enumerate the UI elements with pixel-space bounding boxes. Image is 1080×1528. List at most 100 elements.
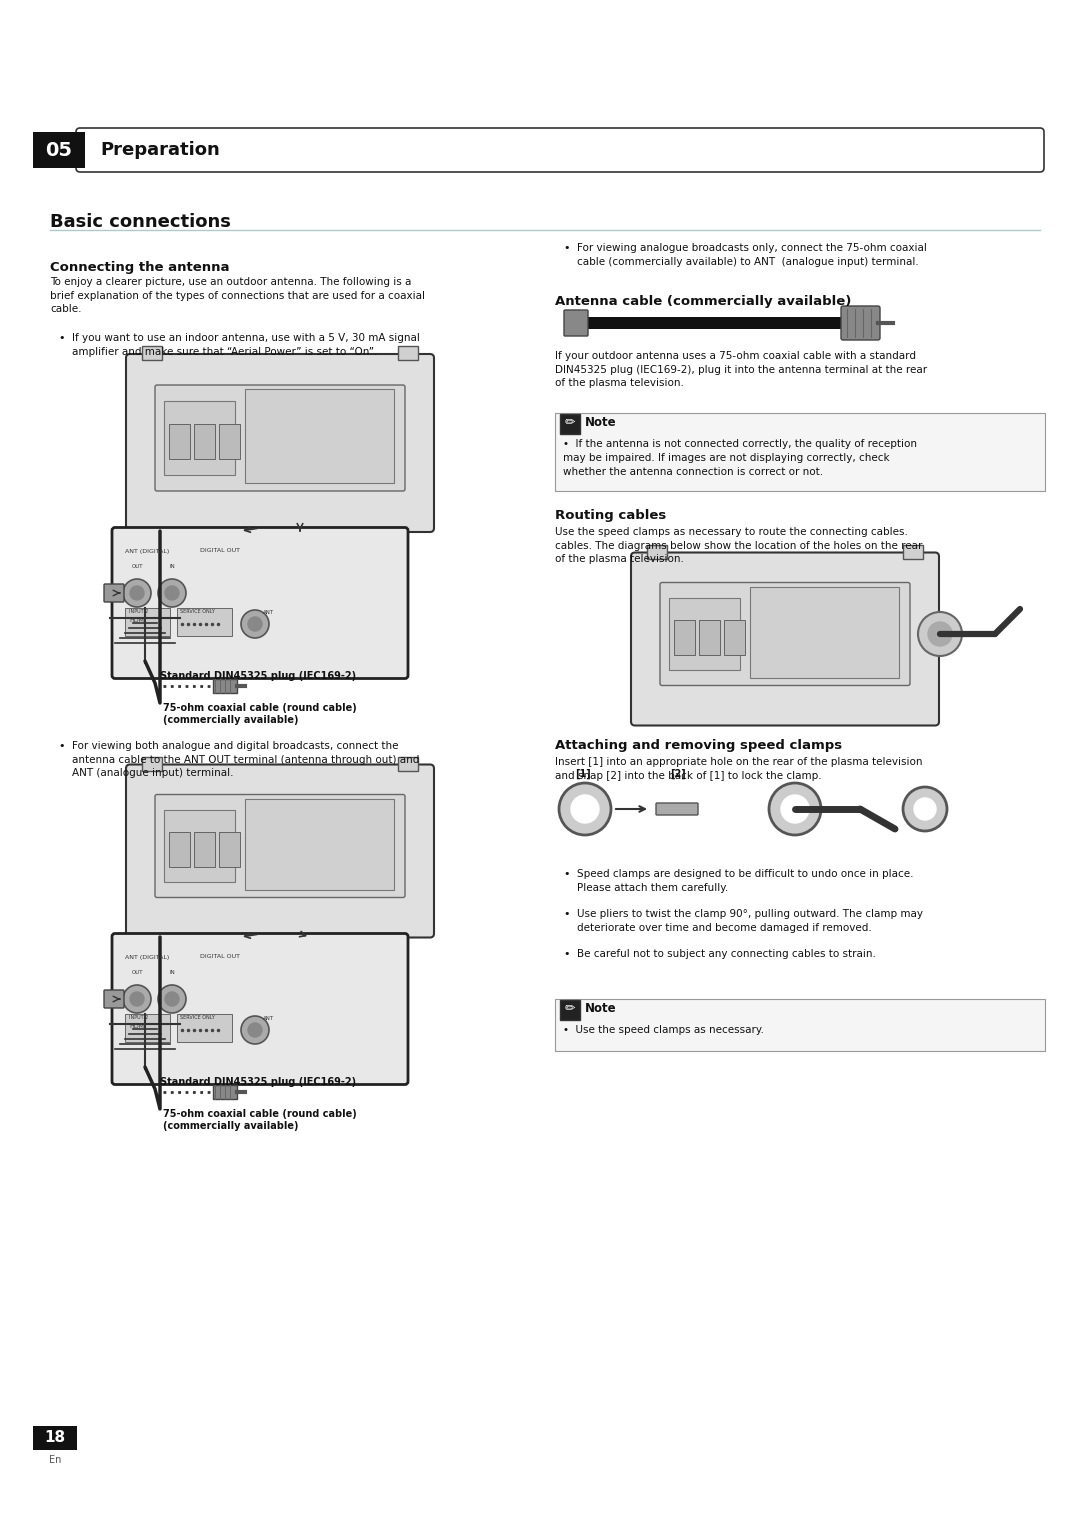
FancyBboxPatch shape bbox=[561, 999, 580, 1021]
FancyBboxPatch shape bbox=[660, 582, 910, 686]
FancyBboxPatch shape bbox=[104, 990, 124, 1008]
Text: Standard DIN45325 plug (IEC169-2): Standard DIN45325 plug (IEC169-2) bbox=[160, 1077, 356, 1086]
Circle shape bbox=[158, 986, 186, 1013]
Text: •  Use the speed clamps as necessary.: • Use the speed clamps as necessary. bbox=[563, 1025, 764, 1034]
Circle shape bbox=[248, 1024, 262, 1038]
FancyBboxPatch shape bbox=[585, 316, 845, 329]
Text: [2]: [2] bbox=[670, 769, 686, 779]
Text: •: • bbox=[563, 909, 569, 918]
Text: ANT (DIGITAL): ANT (DIGITAL) bbox=[125, 955, 170, 960]
FancyBboxPatch shape bbox=[724, 620, 745, 656]
Text: 18: 18 bbox=[44, 1430, 66, 1445]
Circle shape bbox=[241, 610, 269, 639]
Text: If you want to use an indoor antenna, use with a 5 V, 30 mA signal
amplifier and: If you want to use an indoor antenna, us… bbox=[72, 333, 420, 356]
FancyBboxPatch shape bbox=[213, 1085, 237, 1099]
Circle shape bbox=[123, 986, 151, 1013]
Text: En: En bbox=[49, 1455, 62, 1465]
FancyBboxPatch shape bbox=[104, 584, 124, 602]
Text: To enjoy a clearer picture, use an outdoor antenna. The following is a
brief exp: To enjoy a clearer picture, use an outdo… bbox=[50, 277, 426, 315]
Bar bbox=[33, 1426, 77, 1450]
FancyBboxPatch shape bbox=[213, 678, 237, 694]
Circle shape bbox=[914, 798, 936, 821]
Text: INPUT 2: INPUT 2 bbox=[129, 1015, 148, 1021]
Text: ✏: ✏ bbox=[565, 417, 576, 429]
FancyBboxPatch shape bbox=[177, 1015, 232, 1042]
FancyBboxPatch shape bbox=[156, 385, 405, 490]
FancyBboxPatch shape bbox=[177, 608, 232, 636]
FancyBboxPatch shape bbox=[555, 413, 1045, 490]
FancyBboxPatch shape bbox=[164, 810, 234, 882]
Circle shape bbox=[248, 617, 262, 631]
Text: ✏: ✏ bbox=[565, 1002, 576, 1016]
Circle shape bbox=[571, 795, 599, 824]
FancyBboxPatch shape bbox=[841, 306, 880, 341]
Text: Standard DIN45325 plug (IEC169-2): Standard DIN45325 plug (IEC169-2) bbox=[160, 671, 356, 681]
Text: DIGITAL OUT: DIGITAL OUT bbox=[200, 955, 240, 960]
FancyBboxPatch shape bbox=[561, 414, 580, 434]
FancyBboxPatch shape bbox=[126, 354, 434, 532]
FancyBboxPatch shape bbox=[219, 833, 240, 866]
FancyBboxPatch shape bbox=[194, 423, 215, 460]
Text: Insert [1] into an appropriate hole on the rear of the plasma television
and sna: Insert [1] into an appropriate hole on t… bbox=[555, 756, 922, 781]
FancyBboxPatch shape bbox=[168, 423, 190, 460]
FancyBboxPatch shape bbox=[555, 999, 1045, 1051]
FancyBboxPatch shape bbox=[903, 544, 923, 559]
Circle shape bbox=[241, 1016, 269, 1044]
Text: OUT: OUT bbox=[132, 564, 143, 570]
Text: DIGITAL OUT: DIGITAL OUT bbox=[200, 549, 240, 553]
FancyBboxPatch shape bbox=[631, 553, 939, 726]
Circle shape bbox=[781, 795, 809, 824]
Text: OUT: OUT bbox=[132, 970, 143, 975]
Text: Note: Note bbox=[585, 1002, 617, 1016]
Text: •: • bbox=[563, 243, 569, 254]
Text: •: • bbox=[563, 949, 569, 960]
Text: Routing cables: Routing cables bbox=[555, 509, 666, 523]
FancyBboxPatch shape bbox=[112, 934, 408, 1085]
FancyBboxPatch shape bbox=[245, 390, 394, 483]
Bar bbox=[33, 131, 85, 168]
Text: Connecting the antenna: Connecting the antenna bbox=[50, 261, 229, 274]
Text: ANT (DIGITAL): ANT (DIGITAL) bbox=[125, 549, 170, 553]
FancyBboxPatch shape bbox=[656, 804, 698, 814]
FancyBboxPatch shape bbox=[219, 423, 240, 460]
Circle shape bbox=[158, 579, 186, 607]
Circle shape bbox=[165, 992, 179, 1005]
Circle shape bbox=[130, 992, 144, 1005]
Text: SERVICE ONLY: SERVICE ONLY bbox=[180, 610, 215, 614]
FancyBboxPatch shape bbox=[674, 620, 694, 656]
Text: [1]: [1] bbox=[575, 769, 591, 779]
Text: Be careful not to subject any connecting cables to strain.: Be careful not to subject any connecting… bbox=[577, 949, 876, 960]
FancyBboxPatch shape bbox=[164, 402, 234, 475]
Circle shape bbox=[165, 587, 179, 601]
Text: Preparation: Preparation bbox=[100, 141, 219, 159]
Text: IN: IN bbox=[170, 564, 175, 570]
FancyBboxPatch shape bbox=[194, 833, 215, 866]
Text: Use the speed clamps as necessary to route the connecting cables.
cables. The di: Use the speed clamps as necessary to rou… bbox=[555, 527, 922, 564]
Text: INPUT 2: INPUT 2 bbox=[129, 610, 148, 614]
Text: If your outdoor antenna uses a 75-ohm coaxial cable with a standard
DIN45325 plu: If your outdoor antenna uses a 75-ohm co… bbox=[555, 351, 927, 388]
FancyBboxPatch shape bbox=[125, 608, 170, 636]
Text: Basic connections: Basic connections bbox=[50, 212, 231, 231]
Circle shape bbox=[559, 782, 611, 834]
FancyBboxPatch shape bbox=[669, 599, 740, 669]
Circle shape bbox=[903, 787, 947, 831]
Text: Use pliers to twist the clamp 90°, pulling outward. The clamp may
deteriorate ov: Use pliers to twist the clamp 90°, pulli… bbox=[577, 909, 923, 932]
FancyBboxPatch shape bbox=[647, 544, 667, 559]
FancyBboxPatch shape bbox=[76, 128, 1044, 173]
FancyBboxPatch shape bbox=[399, 756, 418, 770]
Text: •: • bbox=[563, 869, 569, 879]
FancyBboxPatch shape bbox=[699, 620, 720, 656]
Text: •: • bbox=[58, 333, 65, 342]
FancyBboxPatch shape bbox=[112, 527, 408, 678]
Circle shape bbox=[769, 782, 821, 834]
Text: For viewing both analogue and digital broadcasts, connect the
antenna cable to t: For viewing both analogue and digital br… bbox=[72, 741, 419, 778]
Text: Speed clamps are designed to be difficult to undo once in place.
Please attach t: Speed clamps are designed to be difficul… bbox=[577, 869, 914, 892]
Text: For viewing analogue broadcasts only, connect the 75-ohm coaxial
cable (commerci: For viewing analogue broadcasts only, co… bbox=[577, 243, 927, 266]
FancyBboxPatch shape bbox=[750, 587, 899, 677]
FancyBboxPatch shape bbox=[168, 833, 190, 866]
Circle shape bbox=[130, 587, 144, 601]
Text: Attaching and removing speed clamps: Attaching and removing speed clamps bbox=[555, 740, 842, 752]
Text: HDMI: HDMI bbox=[129, 1024, 146, 1028]
FancyBboxPatch shape bbox=[156, 795, 405, 897]
FancyBboxPatch shape bbox=[399, 345, 418, 361]
